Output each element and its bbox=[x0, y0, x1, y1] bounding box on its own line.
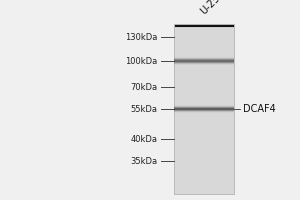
Bar bbox=[174, 24, 234, 194]
Text: 70kDa: 70kDa bbox=[130, 83, 158, 92]
Bar bbox=[174, 58, 234, 59]
Bar bbox=[174, 60, 234, 61]
Bar bbox=[174, 57, 234, 58]
Text: U-251MG: U-251MG bbox=[198, 0, 238, 16]
Text: 100kDa: 100kDa bbox=[125, 56, 158, 66]
Bar bbox=[174, 63, 234, 64]
Bar bbox=[174, 59, 234, 60]
Text: DCAF4: DCAF4 bbox=[243, 104, 276, 114]
Text: 130kDa: 130kDa bbox=[125, 32, 158, 42]
Text: 55kDa: 55kDa bbox=[130, 105, 158, 114]
Bar bbox=[174, 61, 234, 62]
Text: 35kDa: 35kDa bbox=[130, 156, 158, 166]
Bar bbox=[174, 64, 234, 65]
Bar bbox=[174, 62, 234, 63]
Text: 40kDa: 40kDa bbox=[130, 134, 158, 144]
